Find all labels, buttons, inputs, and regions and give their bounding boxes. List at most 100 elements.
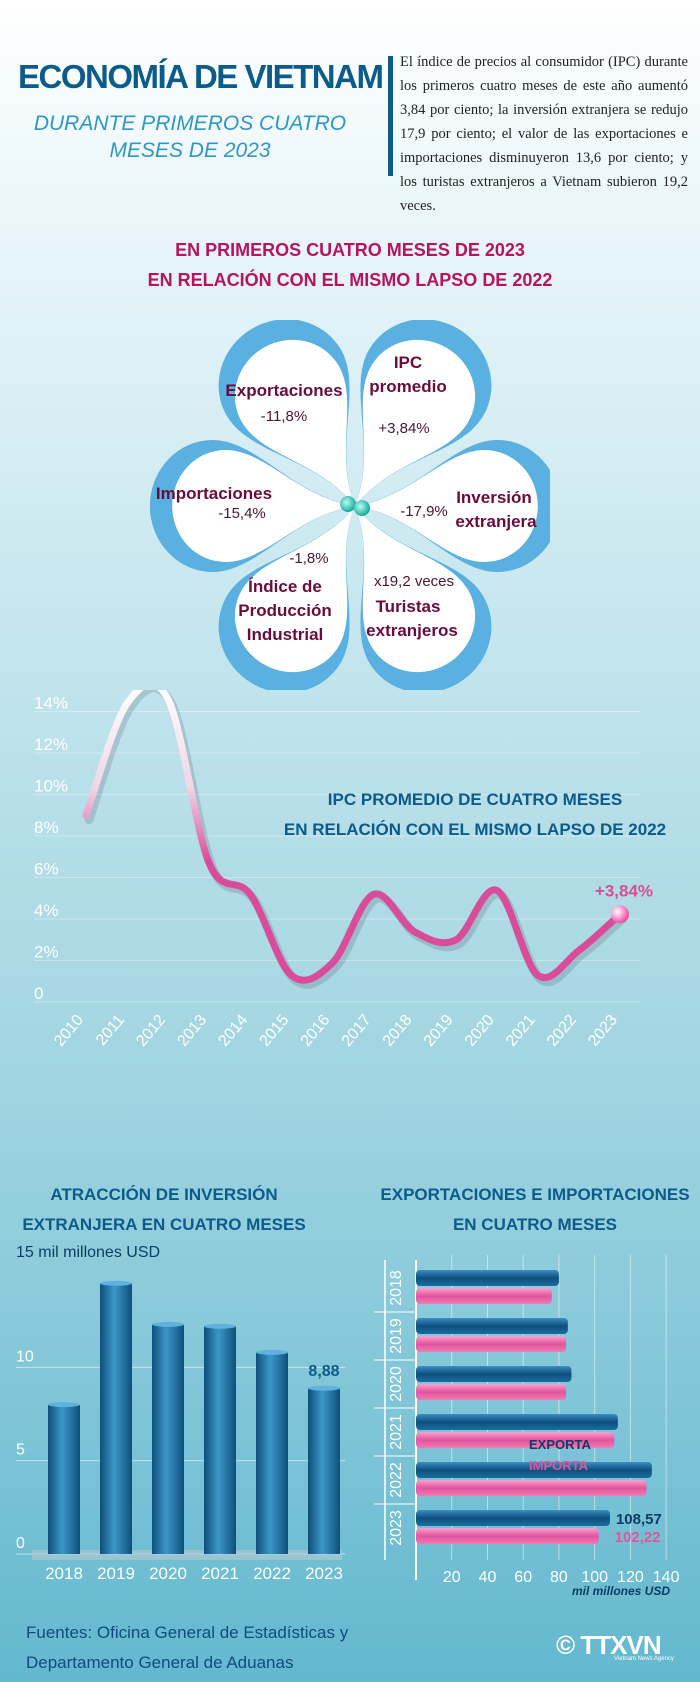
fdi-category: 2019 <box>97 1564 135 1583</box>
trade-x-tick: 100 <box>581 1569 608 1586</box>
flower-heading-line1: EN PRIMEROS CUATRO MESES DE 2023 <box>175 240 525 260</box>
trade-export-bar <box>416 1270 559 1286</box>
petal-iip-value: -1,8% <box>289 550 328 567</box>
line-x-tick: 2011 <box>93 1012 128 1049</box>
line-y-tick: 10% <box>34 777 68 796</box>
trade-import-2023-label: 102,22 <box>615 1529 661 1546</box>
trade-x-tick: 140 <box>653 1569 680 1586</box>
line-y-tick: 2% <box>34 943 59 962</box>
trade-import-bar <box>416 1480 647 1496</box>
line-x-tick: 2012 <box>133 1012 169 1050</box>
line-title-line1: IPC PROMEDIO DE CUATRO MESES <box>327 790 623 809</box>
petal-tourists-name2: extranjeros <box>366 621 458 640</box>
trade-bars <box>416 1270 652 1544</box>
fdi-y-tick: 5 <box>16 1442 25 1459</box>
petal-tourists-name1: Turistas <box>376 597 441 616</box>
line-x-tick: 2022 <box>544 1012 580 1050</box>
fdi-chart-title: ATRACCIÓN DE INVERSIÓN EXTRANJERA EN CUA… <box>14 1180 314 1240</box>
line-x-tick: 2019 <box>421 1012 457 1050</box>
trade-x-axis-label: mil millones USD <box>572 1584 670 1598</box>
petal-tourists-shape <box>355 506 492 690</box>
petal-ipc-name1: IPC <box>394 353 422 372</box>
flower-heading: EN PRIMEROS CUATRO MESES DE 2023 EN RELA… <box>0 235 700 295</box>
trade-category: 2022 <box>388 1462 405 1498</box>
trade-x-tick: 20 <box>443 1569 461 1586</box>
petal-imports-name: Importaciones <box>156 484 272 503</box>
fdi-y-tick: 0 <box>16 1535 25 1552</box>
fdi-title-line1: ATRACCIÓN DE INVERSIÓN <box>50 1185 278 1204</box>
page-title: ECONOMÍA DE VIETNAM <box>18 58 384 95</box>
trade-category: 2019 <box>388 1318 405 1354</box>
ipc-series-line <box>82 690 624 984</box>
fdi-bar <box>48 1404 80 1554</box>
trade-hbar-chart: 2018 2019 2020 2021 2022 2023 20 40 60 80 100 120 1… <box>374 1255 680 1598</box>
line-x-tick: 2021 <box>503 1012 539 1050</box>
line-x-tick: 2017 <box>339 1012 375 1050</box>
line-chart-title: IPC PROMEDIO DE CUATRO MESES EN RELACIÓN… <box>270 785 680 845</box>
fdi-category: 2022 <box>253 1564 291 1583</box>
fdi-bar <box>256 1352 288 1554</box>
trade-import-bar <box>416 1432 615 1448</box>
line-y-ticks: 02%4%6%8%10%12%14%16% <box>34 694 68 1004</box>
trade-x-tick: 40 <box>479 1569 497 1586</box>
petal-imports-value: -15,4% <box>218 505 266 522</box>
trade-export-bar <box>416 1462 652 1478</box>
petal-fdi-value: -17,9% <box>400 503 448 520</box>
trade-x-ticks: 20 40 60 80 100 120 140 <box>443 1569 680 1586</box>
trade-category: 2020 <box>388 1366 405 1402</box>
petal-exports-shape <box>218 320 355 506</box>
ipc-2023-label: +3,84% <box>595 881 653 900</box>
fdi-bars <box>48 1280 340 1554</box>
ipc-line-chart: 02%4%6%8%10%12%14%16% 201020112012201320… <box>34 690 653 1050</box>
trade-export-bar <box>416 1366 572 1382</box>
petal-iip-name2: Producción <box>238 601 332 620</box>
fdi-bar-cap <box>100 1280 132 1286</box>
line-x-tick: 2013 <box>174 1012 210 1050</box>
line-x-ticks: 2010 2011 2012 2013 2014 2015 2016 2017 2018 2019… <box>51 1012 621 1050</box>
trade-export-bar <box>416 1414 618 1430</box>
petal-fdi-name1: Inversión <box>456 488 532 507</box>
fdi-floor <box>32 1550 342 1560</box>
intro-accent-bar <box>388 56 393 176</box>
line-x-tick: 2020 <box>462 1012 498 1050</box>
trade-category: 2018 <box>388 1270 405 1306</box>
petal-exports-name: Exportaciones <box>225 381 342 400</box>
fdi-bar-cap <box>256 1349 288 1355</box>
fdi-bar-cap <box>204 1323 236 1329</box>
trade-x-tick: 80 <box>550 1569 568 1586</box>
line-y-tick: 6% <box>34 860 59 879</box>
fdi-bar <box>100 1283 132 1554</box>
petal-fdi-shape <box>355 440 550 572</box>
fdi-category: 2023 <box>305 1564 343 1583</box>
trade-import-bar <box>416 1336 567 1352</box>
fdi-title-line2: EXTRANJERA EN CUATRO MESES <box>22 1215 306 1234</box>
trade-x-tick: 120 <box>617 1569 644 1586</box>
line-y-tick: 14% <box>34 694 68 713</box>
line-title-line2: EN RELACIÓN CON EL MISMO LAPSO DE 2022 <box>283 820 667 839</box>
trade-export-2023-label: 108,57 <box>616 1511 662 1528</box>
petal-imports-shape <box>150 440 355 572</box>
line-y-tick: 12% <box>34 735 68 754</box>
petal-group <box>150 320 550 690</box>
trade-chart-title: EXPORTACIONES E IMPORTACIONES EN CUATRO … <box>370 1180 700 1240</box>
fdi-y-tick: 10 <box>16 1348 34 1365</box>
trade-export-bar <box>416 1318 568 1334</box>
petal-tourists-value: x19,2 veces <box>374 573 454 590</box>
petal-ipc-shape <box>355 320 492 506</box>
line-x-tick: 2016 <box>298 1012 334 1050</box>
fdi-category: 2018 <box>45 1564 83 1583</box>
trade-title-line1: EXPORTACIONES E IMPORTACIONES <box>380 1185 690 1204</box>
petal-ipc-name2: promedio <box>369 377 446 396</box>
petal-iip-shape <box>218 506 355 690</box>
petal-iip-name3: Industrial <box>247 625 324 644</box>
petal-fdi-name2: extranjera <box>455 512 537 531</box>
ipc-2023-marker <box>611 905 629 924</box>
fdi-categories: 2018 2019 2020 2021 2022 2023 <box>45 1564 343 1583</box>
legend-importa: IMPORTA <box>529 1458 589 1473</box>
fdi-2023-value-label: 8,88 <box>308 1363 339 1380</box>
trade-import-bar <box>416 1528 599 1544</box>
line-x-tick: 2010 <box>51 1012 87 1050</box>
page-subtitle: DURANTE PRIMEROS CUATRO MESES DE 2023 <box>33 112 347 162</box>
fdi-bar <box>152 1324 184 1554</box>
fdi-y-ticks: 0 5 10 <box>16 1348 34 1552</box>
